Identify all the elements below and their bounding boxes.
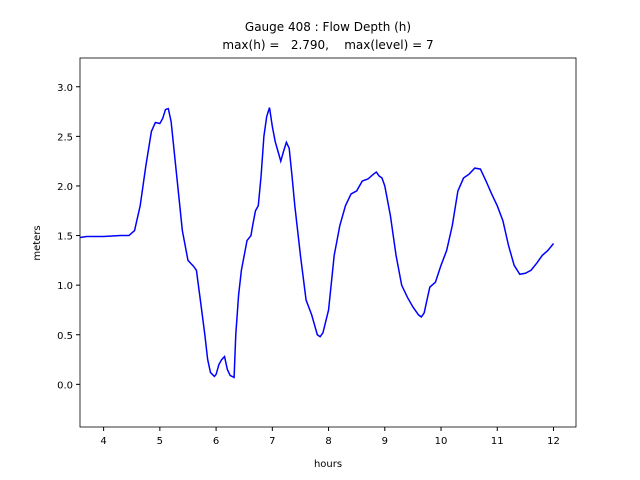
x-tick-label: 8 xyxy=(325,436,331,447)
y-axis-label: meters xyxy=(32,225,43,260)
y-tick-label: 1.0 xyxy=(57,281,73,292)
x-tick-label: 7 xyxy=(269,436,275,447)
x-axis-label: hours xyxy=(314,459,342,470)
y-tick-label: 2.5 xyxy=(57,132,73,143)
x-tick-label: 11 xyxy=(491,436,504,447)
x-tick-label: 6 xyxy=(213,436,219,447)
plot-frame xyxy=(79,57,577,428)
y-tick-label: 2.0 xyxy=(57,182,73,193)
y-tick-label: 3.0 xyxy=(57,83,73,94)
y-tick-label: 1.5 xyxy=(57,232,73,243)
y-tick-label: 0.0 xyxy=(57,380,73,391)
chart-title: Gauge 408 : Flow Depth (h) xyxy=(245,20,411,34)
x-tick-label: 10 xyxy=(435,436,448,447)
chart-subtitle: max(h) = 2.790, max(level) = 7 xyxy=(222,38,433,52)
y-tick-label: 0.5 xyxy=(57,331,73,342)
x-tick-label: 12 xyxy=(547,436,560,447)
x-tick-label: 5 xyxy=(157,436,163,447)
x-tick-label: 4 xyxy=(100,436,106,447)
data-line xyxy=(79,107,555,379)
x-tick-label: 9 xyxy=(382,436,388,447)
